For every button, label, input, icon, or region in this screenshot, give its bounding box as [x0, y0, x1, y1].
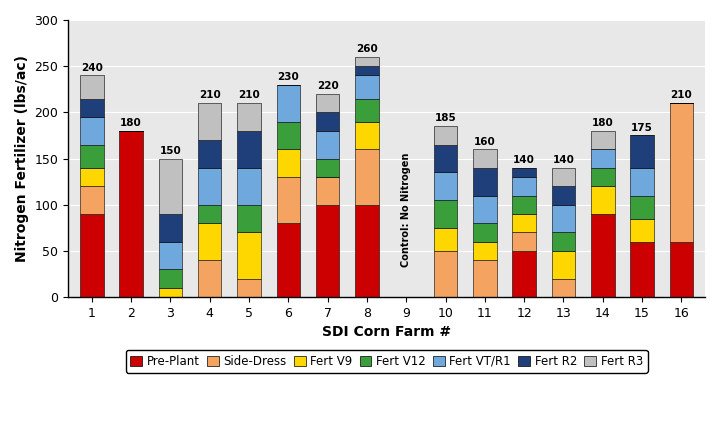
- Bar: [513, 232, 536, 251]
- Text: 140: 140: [513, 155, 535, 165]
- Bar: [630, 218, 654, 242]
- Bar: [316, 177, 339, 205]
- Bar: [670, 103, 693, 242]
- Legend: Pre-Plant, Side-Dress, Fert V9, Fert V12, Fert VT/R1, Fert R2, Fert R3: Pre-Plant, Side-Dress, Fert V9, Fert V12…: [125, 350, 648, 373]
- Bar: [552, 251, 575, 279]
- Text: 185: 185: [435, 114, 456, 124]
- Bar: [158, 269, 182, 288]
- Text: 210: 210: [670, 90, 693, 101]
- Text: 210: 210: [199, 90, 220, 101]
- Bar: [513, 177, 536, 195]
- Bar: [552, 279, 575, 297]
- Bar: [630, 242, 654, 297]
- Bar: [473, 242, 497, 260]
- Bar: [158, 214, 182, 242]
- Bar: [513, 168, 536, 177]
- Bar: [513, 214, 536, 232]
- Bar: [591, 131, 615, 149]
- Bar: [355, 205, 379, 297]
- Bar: [552, 186, 575, 205]
- Text: 260: 260: [356, 44, 378, 54]
- Bar: [670, 242, 693, 297]
- Bar: [355, 76, 379, 98]
- Bar: [198, 103, 222, 140]
- Bar: [433, 251, 457, 297]
- Bar: [433, 200, 457, 228]
- Bar: [80, 145, 104, 168]
- Bar: [473, 260, 497, 297]
- Bar: [552, 205, 575, 232]
- Bar: [237, 232, 261, 279]
- Bar: [591, 168, 615, 186]
- Text: 160: 160: [474, 136, 496, 146]
- Bar: [316, 205, 339, 297]
- Bar: [355, 98, 379, 121]
- Bar: [591, 186, 615, 214]
- Bar: [80, 98, 104, 117]
- Bar: [513, 251, 536, 297]
- Text: 220: 220: [317, 81, 338, 91]
- Text: 210: 210: [238, 90, 260, 101]
- Bar: [80, 76, 104, 98]
- Bar: [433, 126, 457, 145]
- Bar: [198, 260, 222, 297]
- Text: 140: 140: [552, 155, 575, 165]
- Bar: [316, 131, 339, 159]
- Bar: [237, 168, 261, 205]
- Bar: [355, 66, 379, 76]
- Bar: [513, 195, 536, 214]
- Bar: [276, 223, 300, 297]
- Bar: [276, 149, 300, 177]
- Bar: [80, 186, 104, 214]
- Bar: [80, 168, 104, 186]
- Text: 150: 150: [160, 146, 181, 156]
- Bar: [433, 228, 457, 251]
- Bar: [630, 168, 654, 195]
- Text: 180: 180: [592, 118, 613, 128]
- Text: 230: 230: [277, 72, 300, 82]
- Bar: [591, 149, 615, 168]
- Bar: [158, 242, 182, 269]
- Bar: [433, 173, 457, 200]
- Bar: [80, 117, 104, 145]
- Text: 175: 175: [631, 123, 653, 133]
- Bar: [276, 177, 300, 223]
- Bar: [552, 168, 575, 186]
- Text: Control: No Nitrogen: Control: No Nitrogen: [401, 152, 411, 267]
- Bar: [158, 288, 182, 297]
- Y-axis label: Nitrogen Fertilizer (lbs/ac): Nitrogen Fertilizer (lbs/ac): [15, 55, 29, 262]
- Bar: [473, 168, 497, 195]
- Bar: [237, 103, 261, 131]
- Bar: [237, 279, 261, 297]
- Bar: [158, 159, 182, 214]
- Bar: [473, 195, 497, 223]
- Text: 180: 180: [120, 118, 142, 128]
- Bar: [552, 232, 575, 251]
- Bar: [630, 195, 654, 218]
- Bar: [433, 145, 457, 173]
- Bar: [355, 149, 379, 205]
- Bar: [120, 131, 143, 297]
- Bar: [198, 140, 222, 168]
- Bar: [630, 135, 654, 168]
- Bar: [198, 205, 222, 223]
- Bar: [276, 85, 300, 121]
- Bar: [237, 131, 261, 168]
- Bar: [316, 112, 339, 131]
- Bar: [198, 168, 222, 205]
- Bar: [473, 149, 497, 168]
- X-axis label: SDI Corn Farm #: SDI Corn Farm #: [322, 326, 451, 340]
- Bar: [316, 159, 339, 177]
- Bar: [198, 223, 222, 260]
- Bar: [473, 223, 497, 242]
- Bar: [316, 94, 339, 112]
- Bar: [355, 121, 379, 149]
- Bar: [276, 121, 300, 149]
- Text: 240: 240: [81, 62, 103, 73]
- Bar: [355, 57, 379, 66]
- Bar: [80, 214, 104, 297]
- Bar: [591, 214, 615, 297]
- Bar: [237, 205, 261, 232]
